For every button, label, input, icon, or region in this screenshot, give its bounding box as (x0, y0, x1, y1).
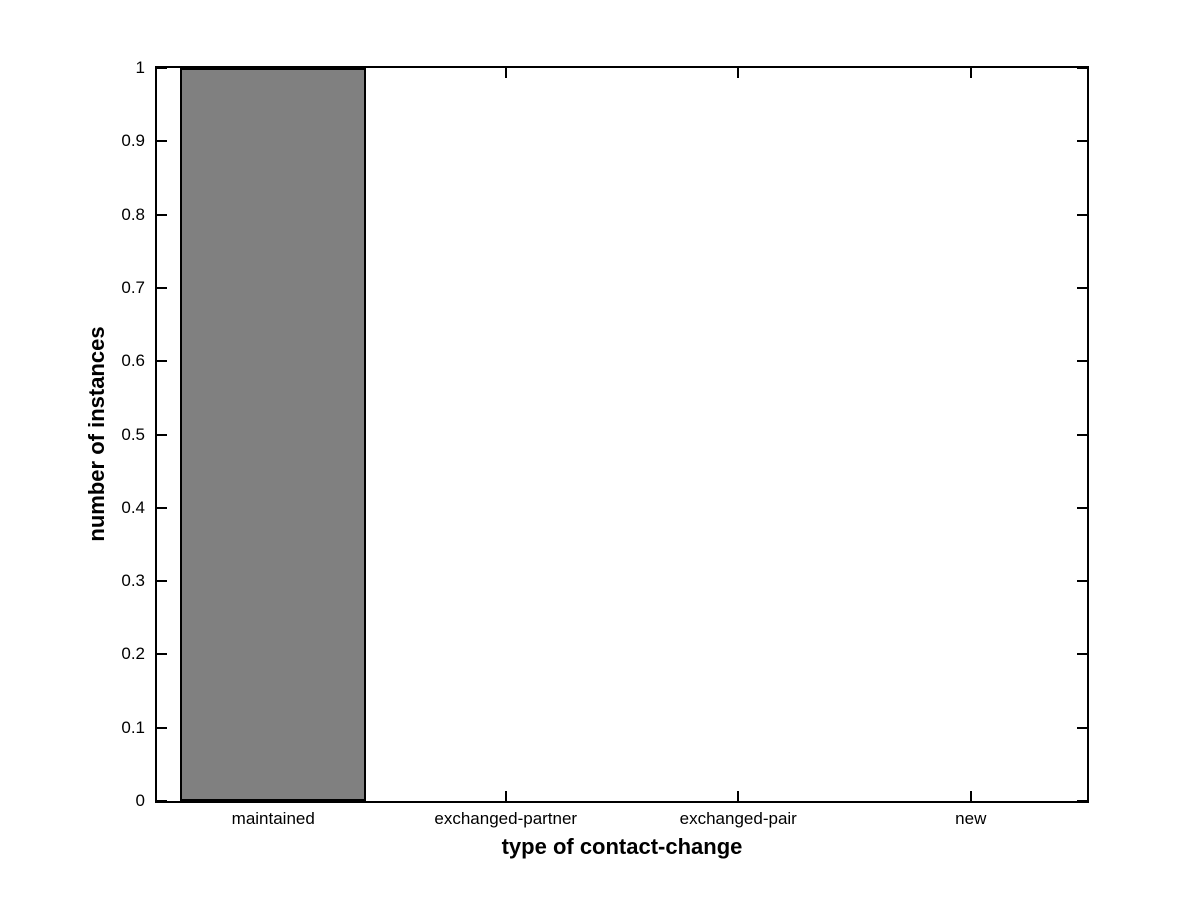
y-tick-left (157, 140, 167, 143)
x-tick-bottom (969, 791, 972, 801)
y-tick-left (157, 67, 167, 69)
y-tick-right (1077, 580, 1087, 583)
y-tick-left (157, 286, 167, 289)
plot-area (155, 66, 1089, 803)
y-tick-right (1077, 140, 1087, 143)
y-tick-left (157, 213, 167, 216)
x-tick-label: exchanged-pair (679, 809, 797, 828)
x-tick-top (504, 68, 507, 78)
y-tick-left (157, 580, 167, 583)
x-tick-top (969, 68, 972, 78)
y-tick-right (1077, 360, 1087, 363)
y-tick-left (157, 726, 167, 729)
y-tick-label: 0.7 (121, 277, 145, 297)
x-tick-top (737, 68, 740, 78)
y-tick-label: 0.3 (121, 571, 145, 591)
y-tick-left (157, 433, 167, 436)
x-tick-label: new (955, 809, 987, 828)
y-tick-label: 0 (135, 791, 145, 810)
y-tick-right (1077, 506, 1087, 509)
y-tick-label: 1 (135, 58, 145, 77)
y-tick-right (1077, 286, 1087, 289)
y-tick-label: 0.8 (121, 204, 145, 224)
bar-maintained (180, 68, 367, 801)
y-tick-left (157, 360, 167, 363)
y-tick-left (157, 800, 167, 802)
y-tick-right (1077, 213, 1087, 216)
y-tick-label: 0.2 (121, 644, 145, 664)
y-tick-label: 0.4 (121, 497, 145, 517)
x-tick-bottom (504, 791, 507, 801)
y-tick-right (1077, 67, 1087, 69)
y-tick-right (1077, 800, 1087, 802)
y-tick-left (157, 506, 167, 509)
x-axis-label: type of contact-change (501, 834, 743, 859)
y-tick-right (1077, 726, 1087, 729)
x-tick-label: maintained (231, 809, 315, 828)
y-tick-label: 0.9 (121, 131, 145, 151)
y-tick-right (1077, 653, 1087, 656)
y-tick-right (1077, 433, 1087, 436)
x-tick-label: exchanged-partner (434, 809, 578, 828)
x-tick-bottom (737, 791, 740, 801)
y-tick-label: 0.6 (121, 351, 145, 371)
y-tick-label: 0.1 (121, 717, 145, 737)
y-tick-label: 0.5 (121, 424, 145, 444)
y-tick-left (157, 653, 167, 656)
